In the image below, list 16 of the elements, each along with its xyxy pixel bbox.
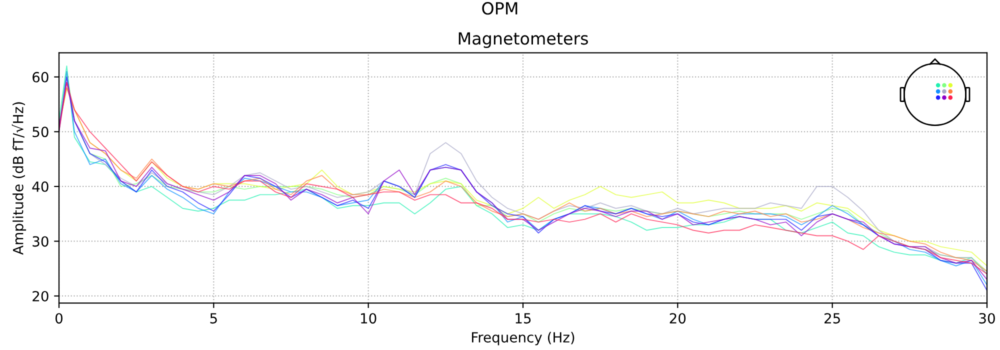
x-tick-label: 10 <box>361 313 376 324</box>
x-tick-label: 30 <box>979 313 995 324</box>
chart-title: OPM <box>482 2 518 15</box>
y-tick-label: 30 <box>32 236 48 247</box>
x-tick-label: 15 <box>516 313 531 324</box>
x-tick-label: 20 <box>670 313 686 324</box>
y-tick-label: 40 <box>32 181 48 192</box>
chart-subtitle: Magnetometers <box>458 32 588 48</box>
x-axis-title: Frequency (Hz) <box>472 332 574 346</box>
y-tick-label: 20 <box>32 290 48 302</box>
x-tick-label: 0 <box>55 313 62 324</box>
y-tick-label: 60 <box>32 72 48 82</box>
x-tick-label: 5 <box>210 313 217 324</box>
x-tick-label: 25 <box>824 313 840 324</box>
y-axis-title: Amplitude (dB fT/√Hz) <box>12 102 26 255</box>
y-tick-label: 50 <box>32 126 48 138</box>
